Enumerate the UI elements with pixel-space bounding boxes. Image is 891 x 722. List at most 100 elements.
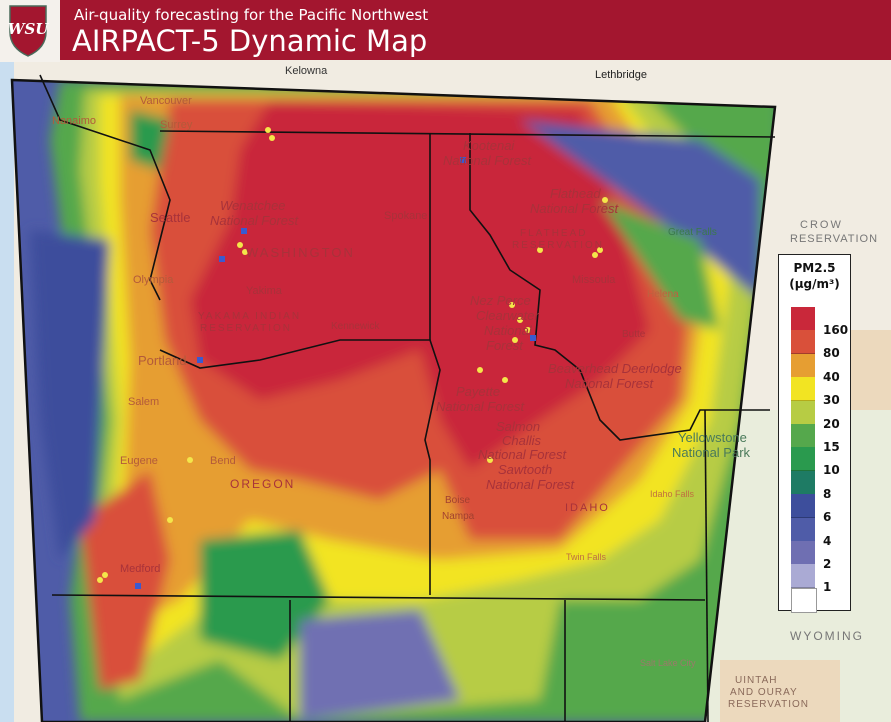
legend-tick: 40 bbox=[823, 369, 840, 384]
label-olympia: Olympia bbox=[133, 274, 174, 286]
label-clearwater: Clearwater bbox=[476, 308, 540, 323]
label-beaverhead: Beaverhead Deerlodge bbox=[548, 361, 682, 376]
label-nez-perce: Nez Perce bbox=[470, 293, 531, 308]
svg-text:WSU: WSU bbox=[8, 20, 50, 38]
legend-tick: 1 bbox=[823, 580, 832, 595]
label-nanaimo: Nanaimo bbox=[52, 115, 96, 127]
legend-tick: 10 bbox=[823, 463, 840, 478]
header-banner: Air-quality forecasting for the Pacific … bbox=[60, 0, 891, 60]
label-idaho: IDAHO bbox=[565, 502, 610, 514]
label-medford: Medford bbox=[120, 563, 160, 575]
label-eugene: Eugene bbox=[120, 455, 158, 467]
label-nez-perce-forest: Forest bbox=[486, 338, 524, 353]
ocean bbox=[0, 60, 14, 722]
label-bend: Bend bbox=[210, 455, 236, 467]
legend-tick: 2 bbox=[823, 557, 832, 571]
label-butte: Butte bbox=[622, 329, 646, 340]
wsu-shield-icon: WSU bbox=[8, 5, 50, 57]
label-spokane: Spokane bbox=[384, 210, 427, 222]
legend-title: PM2.5 bbox=[793, 261, 836, 275]
model-domain-border bbox=[10, 78, 777, 722]
legend-swatch bbox=[791, 587, 817, 613]
label-yakama-1: YAKAMA INDIAN bbox=[198, 311, 301, 322]
legend-swatch bbox=[791, 494, 815, 519]
fire-markers bbox=[97, 127, 608, 583]
label-beaverhead-nf: National Forest bbox=[565, 376, 655, 391]
label-crow-1: CROW bbox=[800, 219, 843, 231]
label-yellowstone: Yellowstone bbox=[678, 430, 747, 445]
legend-swatch bbox=[791, 541, 815, 565]
legend-tick: 20 bbox=[823, 416, 840, 431]
label-lethbridge: Lethbridge bbox=[595, 69, 647, 81]
label-kootenai-nf: National Forest bbox=[443, 153, 533, 168]
legend-swatch bbox=[791, 424, 815, 448]
label-missoula: Missoula bbox=[572, 274, 616, 286]
pm25-field bbox=[12, 80, 775, 722]
legend-swatch bbox=[791, 470, 815, 495]
label-great-falls: Great Falls bbox=[668, 227, 717, 238]
label-seattle: Seattle bbox=[150, 210, 190, 225]
legend-swatch bbox=[791, 447, 815, 472]
label-sawtooth: Sawtooth bbox=[498, 462, 552, 477]
label-surrey: Surrey bbox=[160, 119, 193, 131]
label-flathead: Flathead bbox=[550, 186, 601, 201]
label-uintah-2: AND OURAY bbox=[730, 687, 798, 698]
label-flathead-nf: National Forest bbox=[530, 201, 620, 216]
legend-tick: 8 bbox=[823, 486, 832, 501]
legend-swatch bbox=[791, 564, 815, 589]
label-challis: Challis bbox=[502, 433, 542, 448]
label-vancouver: Vancouver bbox=[140, 95, 192, 107]
legend-tick: 15 bbox=[823, 440, 840, 454]
label-wenatchee: Wenatchee bbox=[220, 198, 286, 213]
legend-units: (µg/m³) bbox=[789, 277, 840, 291]
label-uintah-3: RESERVATION bbox=[728, 699, 809, 710]
legend-tick: 160 bbox=[823, 323, 849, 337]
label-helena: Helena bbox=[647, 289, 679, 300]
map-labels: Kelowna Lethbridge Vancouver Surrey Nana… bbox=[52, 65, 878, 710]
label-uintah-1: UINTAH bbox=[735, 675, 777, 686]
label-flathead-res-2: RESERVATION bbox=[512, 240, 604, 251]
legend-swatch bbox=[791, 330, 815, 355]
label-oregon: OREGON bbox=[230, 477, 295, 491]
label-payette: Payette bbox=[456, 384, 500, 399]
label-national-park: National Park bbox=[672, 445, 751, 460]
legend-swatch bbox=[791, 353, 815, 378]
legend-tick: 4 bbox=[823, 533, 832, 548]
header-subtitle: Air-quality forecasting for the Pacific … bbox=[74, 6, 429, 24]
label-flathead-res-1: FLATHEAD bbox=[520, 228, 588, 239]
wsu-logo[interactable]: WSU bbox=[0, 0, 60, 62]
legend-tick: 30 bbox=[823, 393, 840, 408]
label-salt-lake: Salt Lake City bbox=[640, 658, 696, 668]
legend-tick: 6 bbox=[823, 510, 832, 525]
label-wenatchee-nf: National Forest bbox=[210, 213, 300, 228]
label-nez-perce-national: National bbox=[484, 323, 533, 338]
label-twin-falls: Twin Falls bbox=[566, 552, 607, 562]
page-title: AIRPACT-5 Dynamic Map bbox=[72, 24, 428, 58]
label-boise: Boise bbox=[445, 495, 470, 506]
legend-swatch bbox=[791, 517, 815, 542]
legend-swatch bbox=[791, 307, 815, 331]
label-kootenai: Kootenai bbox=[463, 138, 515, 153]
label-idaho-falls: Idaho Falls bbox=[650, 489, 695, 499]
monitor-markers bbox=[135, 157, 536, 589]
label-yakima: Yakima bbox=[246, 285, 283, 297]
label-kelowna: Kelowna bbox=[285, 65, 328, 77]
state-borders bbox=[39, 74, 776, 722]
legend-swatch bbox=[791, 400, 815, 425]
legend-swatch bbox=[791, 377, 815, 402]
label-payette-nf: National Forest bbox=[436, 399, 526, 414]
label-wyoming: WYOMING bbox=[790, 629, 864, 643]
label-kennewick: Kennewick bbox=[331, 321, 380, 332]
label-challis-nf: National Forest bbox=[478, 447, 568, 462]
label-nampa: Nampa bbox=[442, 511, 475, 522]
label-salmon: Salmon bbox=[496, 419, 540, 434]
legend-tick: 80 bbox=[823, 346, 840, 361]
pm25-legend: PM2.5 (µg/m³) 160 80 40 30 20 15 10 8 6 4 2 1 bbox=[778, 254, 851, 613]
label-sawtooth-nf: National Forest bbox=[486, 477, 576, 492]
label-crow-2: RESERVATION bbox=[790, 233, 878, 245]
label-salem: Salem bbox=[128, 396, 159, 408]
label-portland: Portland bbox=[138, 353, 186, 368]
uintah-reservation-area bbox=[720, 660, 840, 722]
label-washington: WASHINGTON bbox=[246, 245, 355, 260]
